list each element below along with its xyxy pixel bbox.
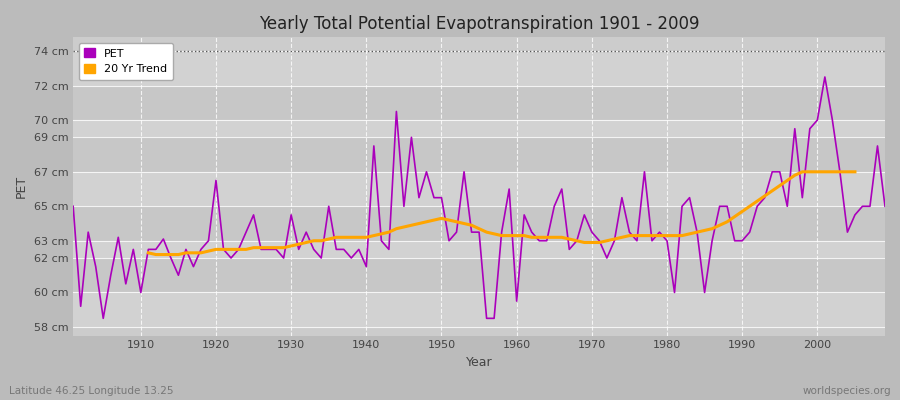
Bar [73, 258, 885, 292]
20 Yr Trend [850, 170, 860, 174]
20 Yr Trend [669, 233, 680, 238]
Text: Latitude 46.25 Longitude 13.25: Latitude 46.25 Longitude 13.25 [9, 386, 174, 396]
20 Yr Trend [278, 245, 289, 250]
Bar [73, 241, 885, 258]
Text: worldspecies.org: worldspecies.org [803, 386, 891, 396]
Line: 20 Yr Trend: 20 Yr Trend [148, 172, 855, 254]
Legend: PET, 20 Yr Trend: PET, 20 Yr Trend [78, 43, 173, 80]
Title: Yearly Total Potential Evapotranspiration 1901 - 2009: Yearly Total Potential Evapotranspiratio… [259, 15, 699, 33]
20 Yr Trend [181, 250, 192, 255]
Line: PET: PET [73, 77, 885, 318]
PET [346, 256, 356, 260]
Bar [73, 120, 885, 137]
X-axis label: Year: Year [466, 356, 492, 369]
PET [879, 204, 890, 209]
PET [301, 230, 311, 234]
20 Yr Trend [677, 233, 688, 238]
Bar [73, 86, 885, 120]
Y-axis label: PET: PET [15, 175, 28, 198]
PET [511, 299, 522, 304]
PET [609, 238, 620, 243]
Bar [73, 292, 885, 327]
Bar [73, 137, 885, 172]
PET [820, 74, 831, 79]
20 Yr Trend [796, 170, 807, 174]
PET [135, 290, 146, 295]
Bar [73, 172, 885, 206]
20 Yr Trend [143, 250, 154, 255]
Bar [73, 51, 885, 86]
20 Yr Trend [632, 233, 643, 238]
PET [98, 316, 109, 321]
PET [518, 212, 529, 217]
20 Yr Trend [646, 233, 657, 238]
PET [68, 204, 78, 209]
20 Yr Trend [150, 252, 161, 257]
Bar [73, 206, 885, 241]
